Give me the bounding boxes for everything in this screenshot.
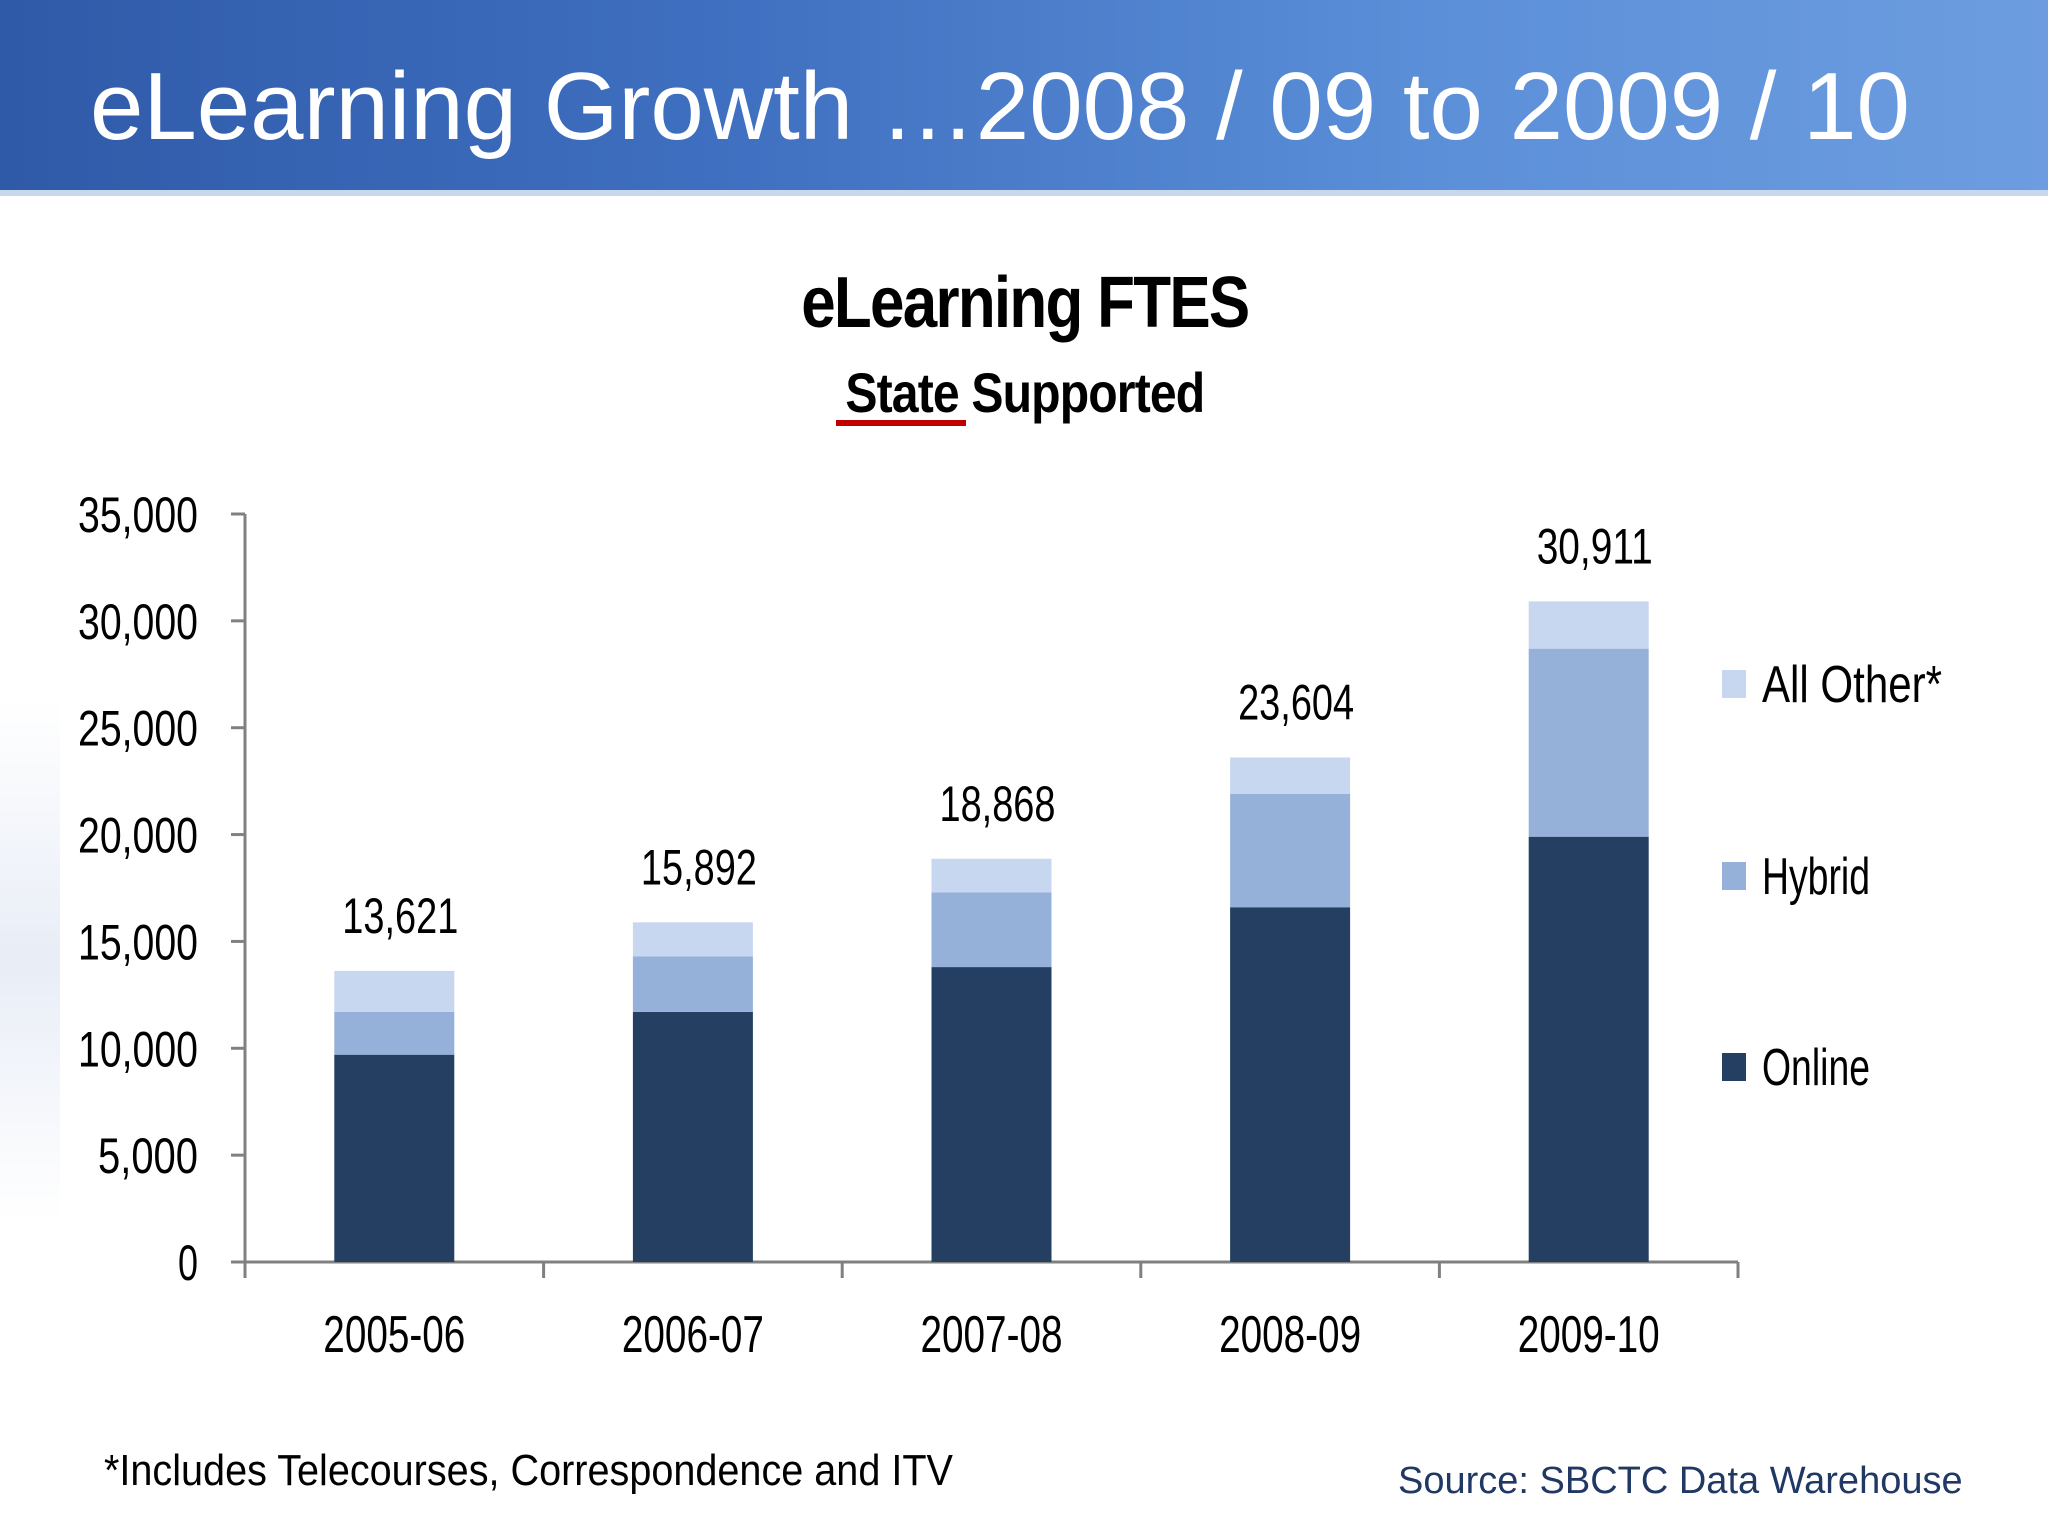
x-tick-label: 2005-06 bbox=[323, 1306, 465, 1364]
bar-segment-allother bbox=[1528, 601, 1649, 649]
bar-segment-online bbox=[1230, 907, 1351, 1262]
bar-total-label: 23,604 bbox=[1238, 675, 1354, 731]
legend-label: Online bbox=[1762, 1039, 1870, 1097]
x-tick-label: 2008-09 bbox=[1219, 1306, 1361, 1364]
bar-segment-allother bbox=[1230, 757, 1351, 794]
bar-segment-allother bbox=[931, 858, 1052, 893]
bar-segment-allother bbox=[632, 922, 753, 957]
bar-total-label: 15,892 bbox=[641, 839, 757, 895]
subtitle-underline bbox=[836, 420, 966, 426]
x-tick-label: 2009-10 bbox=[1518, 1306, 1660, 1364]
chart-title: eLearning FTES bbox=[801, 263, 1250, 343]
y-tick-label: 35,000 bbox=[78, 487, 198, 543]
bar-segment-hybrid bbox=[1528, 648, 1649, 837]
y-tick-label: 15,000 bbox=[78, 914, 198, 970]
legend-label: All Other* bbox=[1762, 656, 1942, 714]
bar-segment-hybrid bbox=[632, 956, 753, 1012]
bar-segment-hybrid bbox=[334, 1011, 455, 1055]
y-tick-label: 20,000 bbox=[78, 808, 198, 864]
slide-header: eLearning Growth …2008 / 09 to 2009 / 10 bbox=[0, 0, 2048, 196]
footnote: *Includes Telecourses, Correspondence an… bbox=[104, 1446, 953, 1495]
y-tick-label: 30,000 bbox=[78, 594, 198, 650]
bar-total-label: 18,868 bbox=[940, 776, 1056, 832]
x-tick-label: 2007-08 bbox=[921, 1306, 1063, 1364]
legend-swatch bbox=[1722, 670, 1746, 698]
legend-swatch bbox=[1722, 1053, 1746, 1081]
background-decoration bbox=[0, 700, 60, 1220]
source-note: Source: SBCTC Data Warehouse bbox=[1398, 1460, 1963, 1502]
bar-segment-online bbox=[1528, 836, 1649, 1262]
y-tick-label: 25,000 bbox=[78, 701, 198, 757]
bar-segment-allother bbox=[334, 970, 455, 1012]
y-tick-label: 5,000 bbox=[98, 1128, 198, 1184]
legend-label: Hybrid bbox=[1762, 848, 1870, 906]
bar-segment-online bbox=[931, 967, 1052, 1262]
bar-total-label: 30,911 bbox=[1537, 518, 1653, 574]
chart-subtitle: State Supported bbox=[845, 361, 1205, 424]
bar-segment-online bbox=[632, 1011, 753, 1262]
bar-segment-hybrid bbox=[1230, 793, 1351, 908]
y-tick-label: 10,000 bbox=[78, 1021, 198, 1077]
bar-segment-online bbox=[334, 1054, 455, 1262]
legend-swatch bbox=[1722, 862, 1746, 890]
slide-title: eLearning Growth …2008 / 09 to 2009 / 10 bbox=[90, 53, 1910, 160]
y-tick-label: 0 bbox=[178, 1235, 198, 1291]
x-tick-label: 2006-07 bbox=[622, 1306, 764, 1364]
bar-segment-hybrid bbox=[931, 892, 1052, 968]
bar-total-label: 13,621 bbox=[342, 888, 458, 944]
